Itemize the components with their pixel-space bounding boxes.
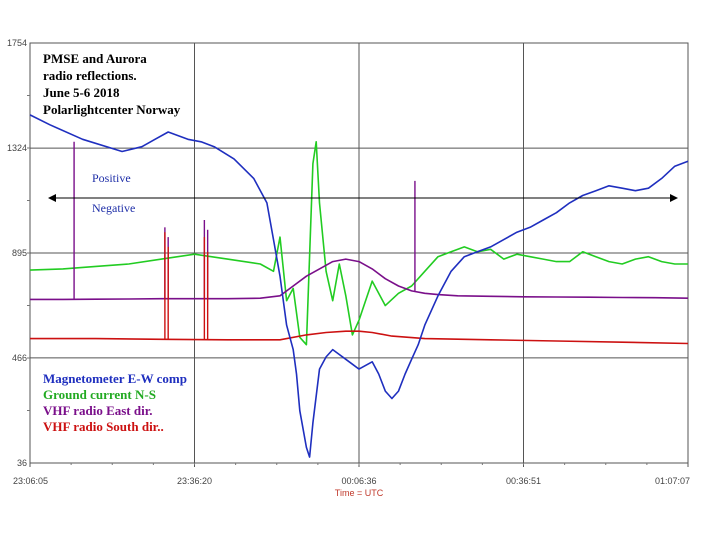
title-line-3: June 5-6 2018	[43, 85, 120, 100]
x-tick-label: 23:36:20	[177, 476, 212, 486]
x-axis-title: Time = UTC	[335, 488, 384, 498]
y-tick-label: 1754	[7, 38, 27, 48]
y-tick-label: 36	[17, 458, 27, 468]
legend-vhf-east: VHF radio East dir.	[43, 403, 153, 418]
x-tick-label: 23:06:05	[13, 476, 48, 486]
legend: Magnetometer E-W comp Ground current N-S…	[43, 371, 187, 434]
x-tick-label: 00:36:51	[506, 476, 541, 486]
x-ticks: 23:06:05 23:36:20 00:06:36 00:36:51 01:07:07	[13, 463, 690, 486]
polarity-arrow	[48, 194, 678, 202]
series-line-3	[30, 330, 689, 345]
negative-label: Negative	[92, 201, 135, 215]
y-ticks: 1754 1324 895 466 36	[7, 38, 30, 468]
legend-ground-current: Ground current N-S	[43, 387, 156, 402]
series-line-0	[29, 114, 689, 458]
title-line-1: PMSE and Aurora	[43, 51, 147, 66]
y-tick-label: 466	[12, 353, 27, 363]
legend-magnetometer: Magnetometer E-W comp	[43, 371, 187, 386]
y-tick-label: 895	[12, 248, 27, 258]
series-line-2	[30, 258, 689, 301]
x-tick-label: 01:07:07	[655, 476, 690, 486]
title-line-4: Polarlightcenter Norway	[43, 102, 181, 117]
y-tick-label: 1324	[7, 143, 27, 153]
title-line-2: radio reflections.	[43, 68, 137, 83]
legend-vhf-south: VHF radio South dir..	[43, 419, 164, 434]
chart-title: PMSE and Aurora radio reflections. June …	[43, 51, 181, 117]
series-group	[29, 114, 689, 458]
positive-label: Positive	[92, 171, 131, 185]
x-tick-label: 00:06:36	[341, 476, 376, 486]
series-line-1	[29, 141, 688, 346]
grid	[30, 43, 688, 463]
